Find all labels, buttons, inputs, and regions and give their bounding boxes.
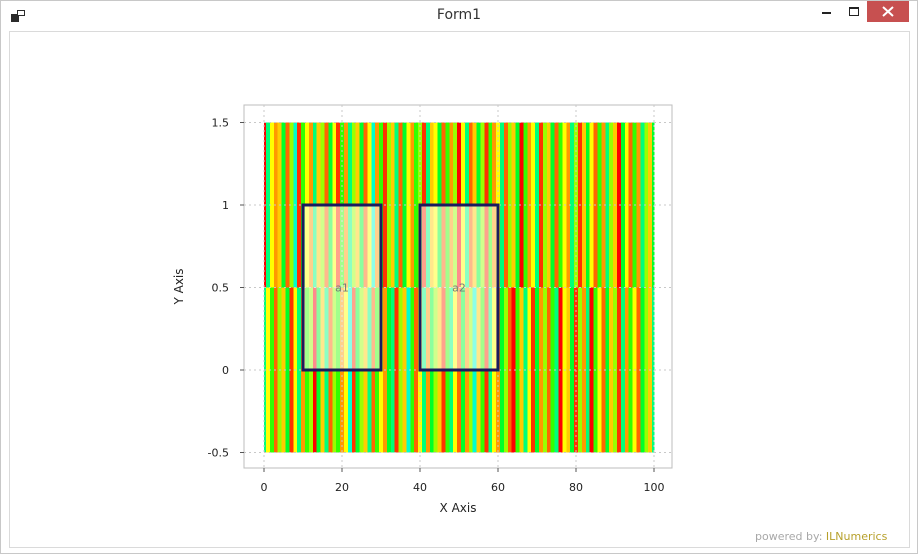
- heatmap-cell: [515, 122, 520, 288]
- heatmap-cell: [269, 287, 275, 453]
- x-tick-label: 100: [644, 481, 665, 494]
- heatmap-cell: [652, 287, 655, 453]
- heatmap-cell: [499, 122, 505, 288]
- x-tick-label: 40: [413, 481, 427, 494]
- app-icon[interactable]: [11, 10, 25, 22]
- heatmap-cell: [546, 122, 552, 288]
- heatmap-cell: [640, 287, 645, 453]
- y-tick-label: -0.5: [208, 447, 229, 460]
- heatmap-cell: [511, 287, 516, 453]
- heatmap-cell: [289, 287, 294, 453]
- y-axis-title: Y Axis: [172, 268, 186, 305]
- heatmap-cell: [535, 287, 540, 453]
- heatmap-cell: [289, 122, 294, 288]
- x-tick-label: 0: [261, 481, 268, 494]
- heatmap-cell: [624, 122, 630, 288]
- heatmap-cell: [511, 122, 516, 288]
- heatmap-cell: [640, 122, 645, 288]
- heatmap-cell: [644, 287, 649, 453]
- heatmap-cell: [585, 287, 591, 453]
- heatmap-cell: [410, 122, 415, 288]
- heatmap-cell: [620, 122, 626, 288]
- powered-by-label: powered by:: [755, 530, 826, 543]
- heatmap-cell: [406, 287, 411, 453]
- heatmap-cell: [503, 122, 509, 288]
- annotation-label-a1: a1: [335, 282, 349, 295]
- heatmap-cell: [281, 122, 286, 288]
- heatmap-cell: [609, 287, 614, 453]
- y-tick-label: 1.5: [212, 117, 230, 130]
- heatmap-cell: [519, 122, 524, 288]
- heatmap-cell: [601, 122, 606, 288]
- heatmap-cell: [269, 122, 275, 288]
- heatmap-cell: [531, 287, 536, 453]
- heatmap-cell: [414, 287, 419, 453]
- heatmap-cell: [394, 287, 399, 453]
- heatmap-cell: [636, 287, 641, 453]
- heatmap-cell: [546, 287, 552, 453]
- y-tick-label: 0: [222, 364, 229, 377]
- title-bar[interactable]: Form1: [1, 1, 917, 31]
- x-tick-label: 60: [491, 481, 505, 494]
- heatmap-cell: [535, 122, 540, 288]
- heatmap-cell: [605, 287, 610, 453]
- y-tick-label: 0.5: [212, 282, 230, 295]
- heatmap-cell: [644, 122, 649, 288]
- heatmap-cell: [285, 122, 290, 288]
- x-axis-title: X Axis: [440, 501, 477, 515]
- heatmap-cell: [554, 122, 559, 288]
- heatmap-cell: [589, 287, 594, 453]
- minimize-icon: [822, 12, 831, 14]
- heatmap-cell: [624, 287, 630, 453]
- powered-by-footer: powered by: ILNumerics: [755, 530, 887, 543]
- heatmap-cell: [550, 122, 555, 288]
- heatmap-cell: [585, 122, 591, 288]
- window-title: Form1: [436, 7, 482, 23]
- heatmap-cell: [636, 122, 641, 288]
- heatmap-cell: [601, 287, 606, 453]
- heatmap-cell: [620, 287, 626, 453]
- annotation-label-a2: a2: [452, 282, 466, 295]
- heatmap-cell: [566, 122, 571, 288]
- heatmap-cell: [499, 287, 505, 453]
- heatmap-cell: [265, 287, 271, 453]
- heatmap-cell: [550, 287, 555, 453]
- heatmap-cell: [554, 287, 559, 453]
- heatmap-cell: [503, 287, 509, 453]
- close-icon: [882, 6, 894, 17]
- heatmap-cell: [519, 287, 524, 453]
- heatmap-cell: [605, 122, 610, 288]
- maximize-button[interactable]: [839, 1, 869, 22]
- heatmap-cell: [538, 287, 544, 453]
- heatmap-cell: [281, 287, 286, 453]
- heatmap-cell: [410, 287, 415, 453]
- heatmap-cell: [531, 122, 536, 288]
- heatmap-cell: [589, 122, 594, 288]
- heatmap-cell: [570, 287, 575, 453]
- x-tick-label: 80: [569, 481, 583, 494]
- heatmap-cell: [265, 122, 271, 288]
- minimize-button[interactable]: [812, 1, 842, 22]
- heatmap-cell: [570, 122, 575, 288]
- heatmap-cell: [414, 122, 419, 288]
- close-button[interactable]: [867, 1, 909, 22]
- x-tick-label: 20: [335, 481, 349, 494]
- heatmap-cell: [390, 122, 396, 288]
- heatmap-cell: [515, 287, 520, 453]
- heatmap-cell: [566, 287, 571, 453]
- annotation-box-a2[interactable]: [418, 203, 500, 372]
- heatmap-cell: [390, 287, 396, 453]
- heatmap-cell: [652, 122, 655, 288]
- heatmap-cell: [394, 122, 399, 288]
- y-tick-label: 1: [222, 199, 229, 212]
- brand-label[interactable]: ILNumerics: [825, 530, 888, 543]
- maximize-icon: [849, 7, 859, 16]
- heatmap-cell: [609, 122, 614, 288]
- heatmap-cell: [538, 122, 544, 288]
- heatmap-cell: [406, 122, 411, 288]
- annotation-box-a1[interactable]: [301, 203, 383, 372]
- heatmap-cell: [285, 287, 290, 453]
